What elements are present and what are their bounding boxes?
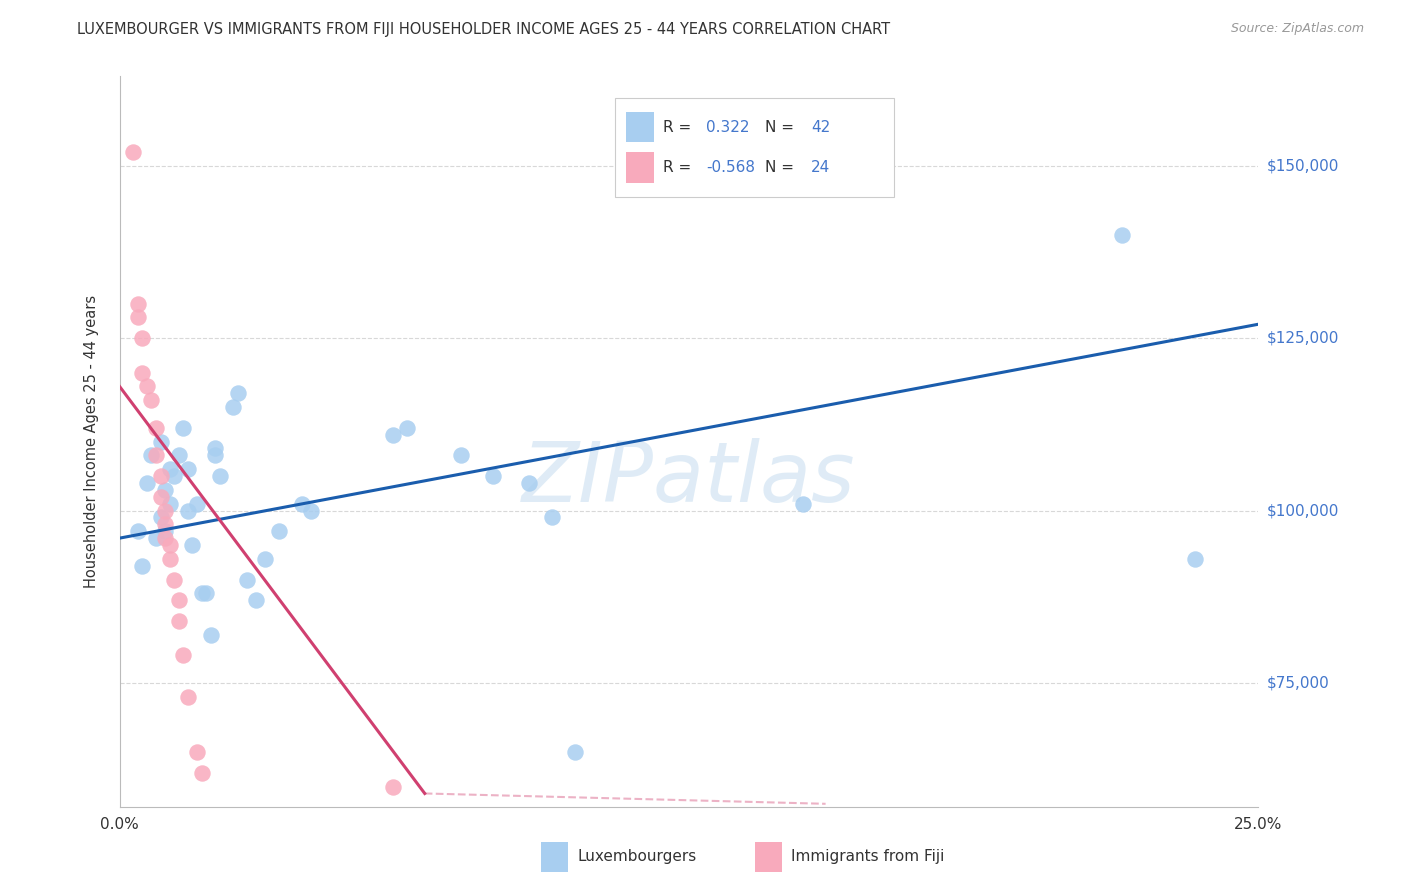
Point — [153, 483, 176, 497]
Point — [167, 448, 190, 462]
Text: 0.322: 0.322 — [706, 120, 749, 135]
Point — [153, 503, 176, 517]
Text: -0.568: -0.568 — [706, 160, 755, 175]
Point — [195, 586, 218, 600]
FancyBboxPatch shape — [614, 98, 894, 196]
FancyBboxPatch shape — [755, 842, 782, 871]
Point — [381, 780, 404, 794]
Point — [149, 469, 172, 483]
Point — [159, 497, 181, 511]
Point — [564, 745, 586, 759]
Point — [145, 448, 167, 462]
Point — [186, 745, 208, 759]
Text: Luxembourgers: Luxembourgers — [578, 849, 696, 864]
Point — [122, 145, 145, 159]
Point — [127, 296, 149, 310]
FancyBboxPatch shape — [626, 112, 654, 143]
Point — [177, 503, 200, 517]
Text: R =: R = — [662, 160, 696, 175]
Point — [141, 393, 163, 408]
Text: 24: 24 — [811, 160, 830, 175]
Point — [149, 510, 172, 524]
Text: LUXEMBOURGER VS IMMIGRANTS FROM FIJI HOUSEHOLDER INCOME AGES 25 - 44 YEARS CORRE: LUXEMBOURGER VS IMMIGRANTS FROM FIJI HOU… — [77, 22, 890, 37]
Point — [395, 421, 418, 435]
Point — [127, 524, 149, 539]
Text: $150,000: $150,000 — [1267, 158, 1339, 173]
Text: ZIPatlas: ZIPatlas — [522, 438, 856, 518]
Point — [135, 379, 157, 393]
Point — [204, 448, 226, 462]
Text: R =: R = — [662, 120, 696, 135]
FancyBboxPatch shape — [626, 152, 654, 183]
Point — [131, 331, 153, 345]
Point — [177, 690, 200, 704]
Point — [131, 366, 153, 380]
Point — [254, 552, 277, 566]
Point — [267, 524, 290, 539]
Point — [541, 510, 564, 524]
Point — [381, 427, 404, 442]
Text: 42: 42 — [811, 120, 830, 135]
Point — [163, 469, 186, 483]
Point — [245, 593, 267, 607]
Point — [1111, 227, 1133, 242]
Point — [127, 310, 149, 325]
Point — [159, 462, 181, 476]
Point — [159, 552, 181, 566]
Point — [163, 573, 186, 587]
Point — [204, 442, 226, 456]
Point — [172, 648, 194, 663]
FancyBboxPatch shape — [541, 842, 568, 871]
Point — [291, 497, 314, 511]
Point — [181, 538, 204, 552]
Point — [177, 462, 200, 476]
Point — [153, 524, 176, 539]
Point — [167, 614, 190, 628]
Point — [145, 531, 167, 545]
Point — [208, 469, 231, 483]
Point — [135, 475, 157, 490]
Point — [519, 475, 541, 490]
Point — [172, 421, 194, 435]
Point — [131, 558, 153, 573]
Point — [299, 503, 322, 517]
Point — [186, 497, 208, 511]
Point — [450, 448, 472, 462]
Point — [1184, 552, 1206, 566]
Y-axis label: Householder Income Ages 25 - 44 years: Householder Income Ages 25 - 44 years — [84, 295, 98, 588]
Text: $75,000: $75,000 — [1267, 675, 1330, 690]
Point — [190, 586, 212, 600]
Point — [236, 573, 259, 587]
Point — [141, 448, 163, 462]
Text: Source: ZipAtlas.com: Source: ZipAtlas.com — [1230, 22, 1364, 36]
Text: Immigrants from Fiji: Immigrants from Fiji — [792, 849, 945, 864]
Point — [153, 517, 176, 532]
Point — [145, 421, 167, 435]
Point — [226, 386, 249, 401]
Text: $125,000: $125,000 — [1267, 331, 1339, 345]
Point — [149, 434, 172, 449]
Point — [482, 469, 505, 483]
Point — [200, 628, 222, 642]
Point — [792, 497, 814, 511]
Point — [159, 538, 181, 552]
Point — [167, 593, 190, 607]
Text: $100,000: $100,000 — [1267, 503, 1339, 518]
Point — [190, 765, 212, 780]
Text: N =: N = — [765, 120, 799, 135]
Point — [149, 490, 172, 504]
Text: N =: N = — [765, 160, 799, 175]
Point — [153, 531, 176, 545]
Point — [222, 400, 245, 414]
